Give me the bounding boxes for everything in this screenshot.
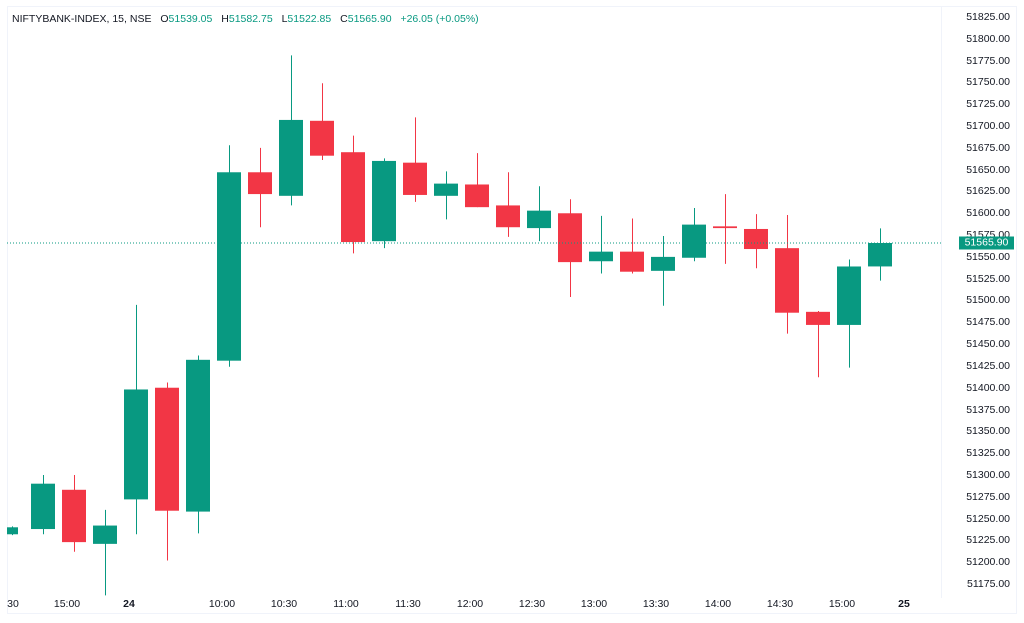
bearish-candle[interactable] bbox=[465, 153, 489, 208]
bullish-candle[interactable] bbox=[868, 228, 892, 281]
time-axis-label: 15:00 bbox=[828, 598, 856, 610]
time-axis-label: 10:00 bbox=[208, 598, 236, 610]
close-value: 51565.90 bbox=[347, 13, 392, 25]
close-label: C bbox=[340, 13, 348, 25]
price-axis-label: 51675.00 bbox=[966, 141, 1010, 154]
bearish-candle[interactable] bbox=[248, 147, 272, 228]
time-axis-label: 10:30 bbox=[270, 598, 298, 610]
bearish-candle[interactable] bbox=[775, 215, 799, 334]
price-axis-label: 51325.00 bbox=[966, 447, 1010, 460]
time-axis-label: 30 bbox=[7, 598, 19, 610]
symbol-legend: NIFTYBANK-INDEX, 15, NSE O51539.05 H5158… bbox=[12, 13, 485, 25]
price-axis-label: 51175.00 bbox=[966, 577, 1010, 590]
chart-frame bbox=[7, 6, 1017, 614]
bullish-candle[interactable] bbox=[217, 145, 241, 367]
price-axis-label: 51800.00 bbox=[966, 32, 1010, 45]
price-axis-label: 51425.00 bbox=[966, 359, 1010, 372]
high-value: 51582.75 bbox=[228, 13, 273, 25]
low-value: 51522.85 bbox=[287, 13, 332, 25]
open-value: 51539.05 bbox=[168, 13, 213, 25]
bullish-candle[interactable] bbox=[589, 215, 613, 274]
last-price-tag: 51565.90 bbox=[959, 236, 1014, 250]
price-axis-label: 51475.00 bbox=[966, 316, 1010, 329]
price-axis-label: 51725.00 bbox=[966, 98, 1010, 111]
time-axis-label: 12:30 bbox=[518, 598, 546, 610]
time-axis-label: 11:30 bbox=[395, 598, 421, 610]
bullish-candle[interactable] bbox=[31, 474, 55, 535]
time-axis-label: 11:00 bbox=[333, 598, 359, 610]
bullish-candle[interactable] bbox=[434, 171, 458, 220]
bullish-candle[interactable] bbox=[186, 355, 210, 534]
bullish-candle[interactable] bbox=[93, 509, 117, 596]
candles-svg bbox=[7, 55, 941, 596]
time-axis-label: 12:00 bbox=[456, 598, 484, 610]
price-axis-label: 51350.00 bbox=[966, 425, 1010, 438]
change-value: +26.05 (+0.05%) bbox=[400, 13, 479, 25]
time-axis-label: 25 bbox=[898, 598, 910, 610]
bullish-candle[interactable] bbox=[279, 55, 303, 206]
time-axis[interactable]: 30 15:00 24 10:00 10:30 11:00 11:30 12:00 12:30 1… bbox=[7, 598, 941, 614]
price-axis-label: 51400.00 bbox=[966, 381, 1010, 394]
time-axis-label: 13:30 bbox=[642, 598, 670, 610]
time-axis-label: 13:00 bbox=[580, 598, 608, 610]
bearish-candle[interactable] bbox=[62, 474, 86, 552]
price-axis-label: 51225.00 bbox=[966, 534, 1010, 547]
price-axis-label: 51650.00 bbox=[966, 163, 1010, 176]
high-label: H bbox=[221, 13, 229, 25]
bearish-candle[interactable] bbox=[496, 172, 520, 237]
bearish-candle[interactable] bbox=[341, 135, 365, 254]
bearish-candle[interactable] bbox=[155, 382, 179, 561]
price-axis-label: 51550.00 bbox=[966, 250, 1010, 263]
price-axis-label: 51775.00 bbox=[966, 54, 1010, 67]
time-axis-label: 24 bbox=[123, 598, 135, 610]
price-axis[interactable]: 51825.00 51800.00 51775.00 51750.00 51725.00… bbox=[941, 6, 1018, 598]
price-axis-label: 51625.00 bbox=[966, 185, 1010, 198]
price-axis-label: 51750.00 bbox=[966, 76, 1010, 89]
price-axis-label: 51500.00 bbox=[966, 294, 1010, 307]
bearish-candle[interactable] bbox=[806, 310, 830, 378]
price-axis-label: 51825.00 bbox=[966, 11, 1010, 23]
bullish-candle[interactable] bbox=[7, 526, 18, 536]
bullish-candle[interactable] bbox=[527, 186, 551, 242]
open-label: O bbox=[160, 13, 169, 25]
bullish-candle[interactable] bbox=[837, 259, 861, 368]
bullish-candle[interactable] bbox=[682, 208, 706, 262]
time-axis-label: 14:30 bbox=[766, 598, 794, 610]
price-axis-label: 51250.00 bbox=[966, 512, 1010, 525]
bearish-candle[interactable] bbox=[620, 218, 644, 274]
bearish-candle[interactable] bbox=[713, 194, 737, 264]
low-label: L bbox=[281, 13, 288, 25]
bullish-candle[interactable] bbox=[124, 304, 148, 535]
price-axis-label: 51450.00 bbox=[966, 338, 1010, 351]
candlestick-plot[interactable] bbox=[7, 6, 941, 598]
symbol-title[interactable]: NIFTYBANK-INDEX, 15, NSE bbox=[12, 13, 152, 25]
price-axis-label: 51525.00 bbox=[966, 272, 1010, 285]
bearish-candle[interactable] bbox=[310, 83, 334, 161]
price-axis-label: 51600.00 bbox=[966, 207, 1010, 220]
bullish-candle[interactable] bbox=[651, 235, 675, 306]
bullish-candle[interactable] bbox=[372, 158, 396, 249]
time-axis-label: 14:00 bbox=[704, 598, 732, 610]
price-axis-label: 51275.00 bbox=[966, 490, 1010, 503]
price-axis-label: 51200.00 bbox=[966, 556, 1010, 569]
bearish-candle[interactable] bbox=[744, 214, 768, 269]
bearish-candle[interactable] bbox=[558, 199, 582, 298]
bearish-candle[interactable] bbox=[403, 117, 427, 202]
time-axis-label: 15:00 bbox=[53, 598, 81, 610]
price-axis-label: 51700.00 bbox=[966, 120, 1010, 133]
price-axis-label: 51300.00 bbox=[966, 468, 1010, 481]
price-axis-label: 51375.00 bbox=[966, 403, 1010, 416]
